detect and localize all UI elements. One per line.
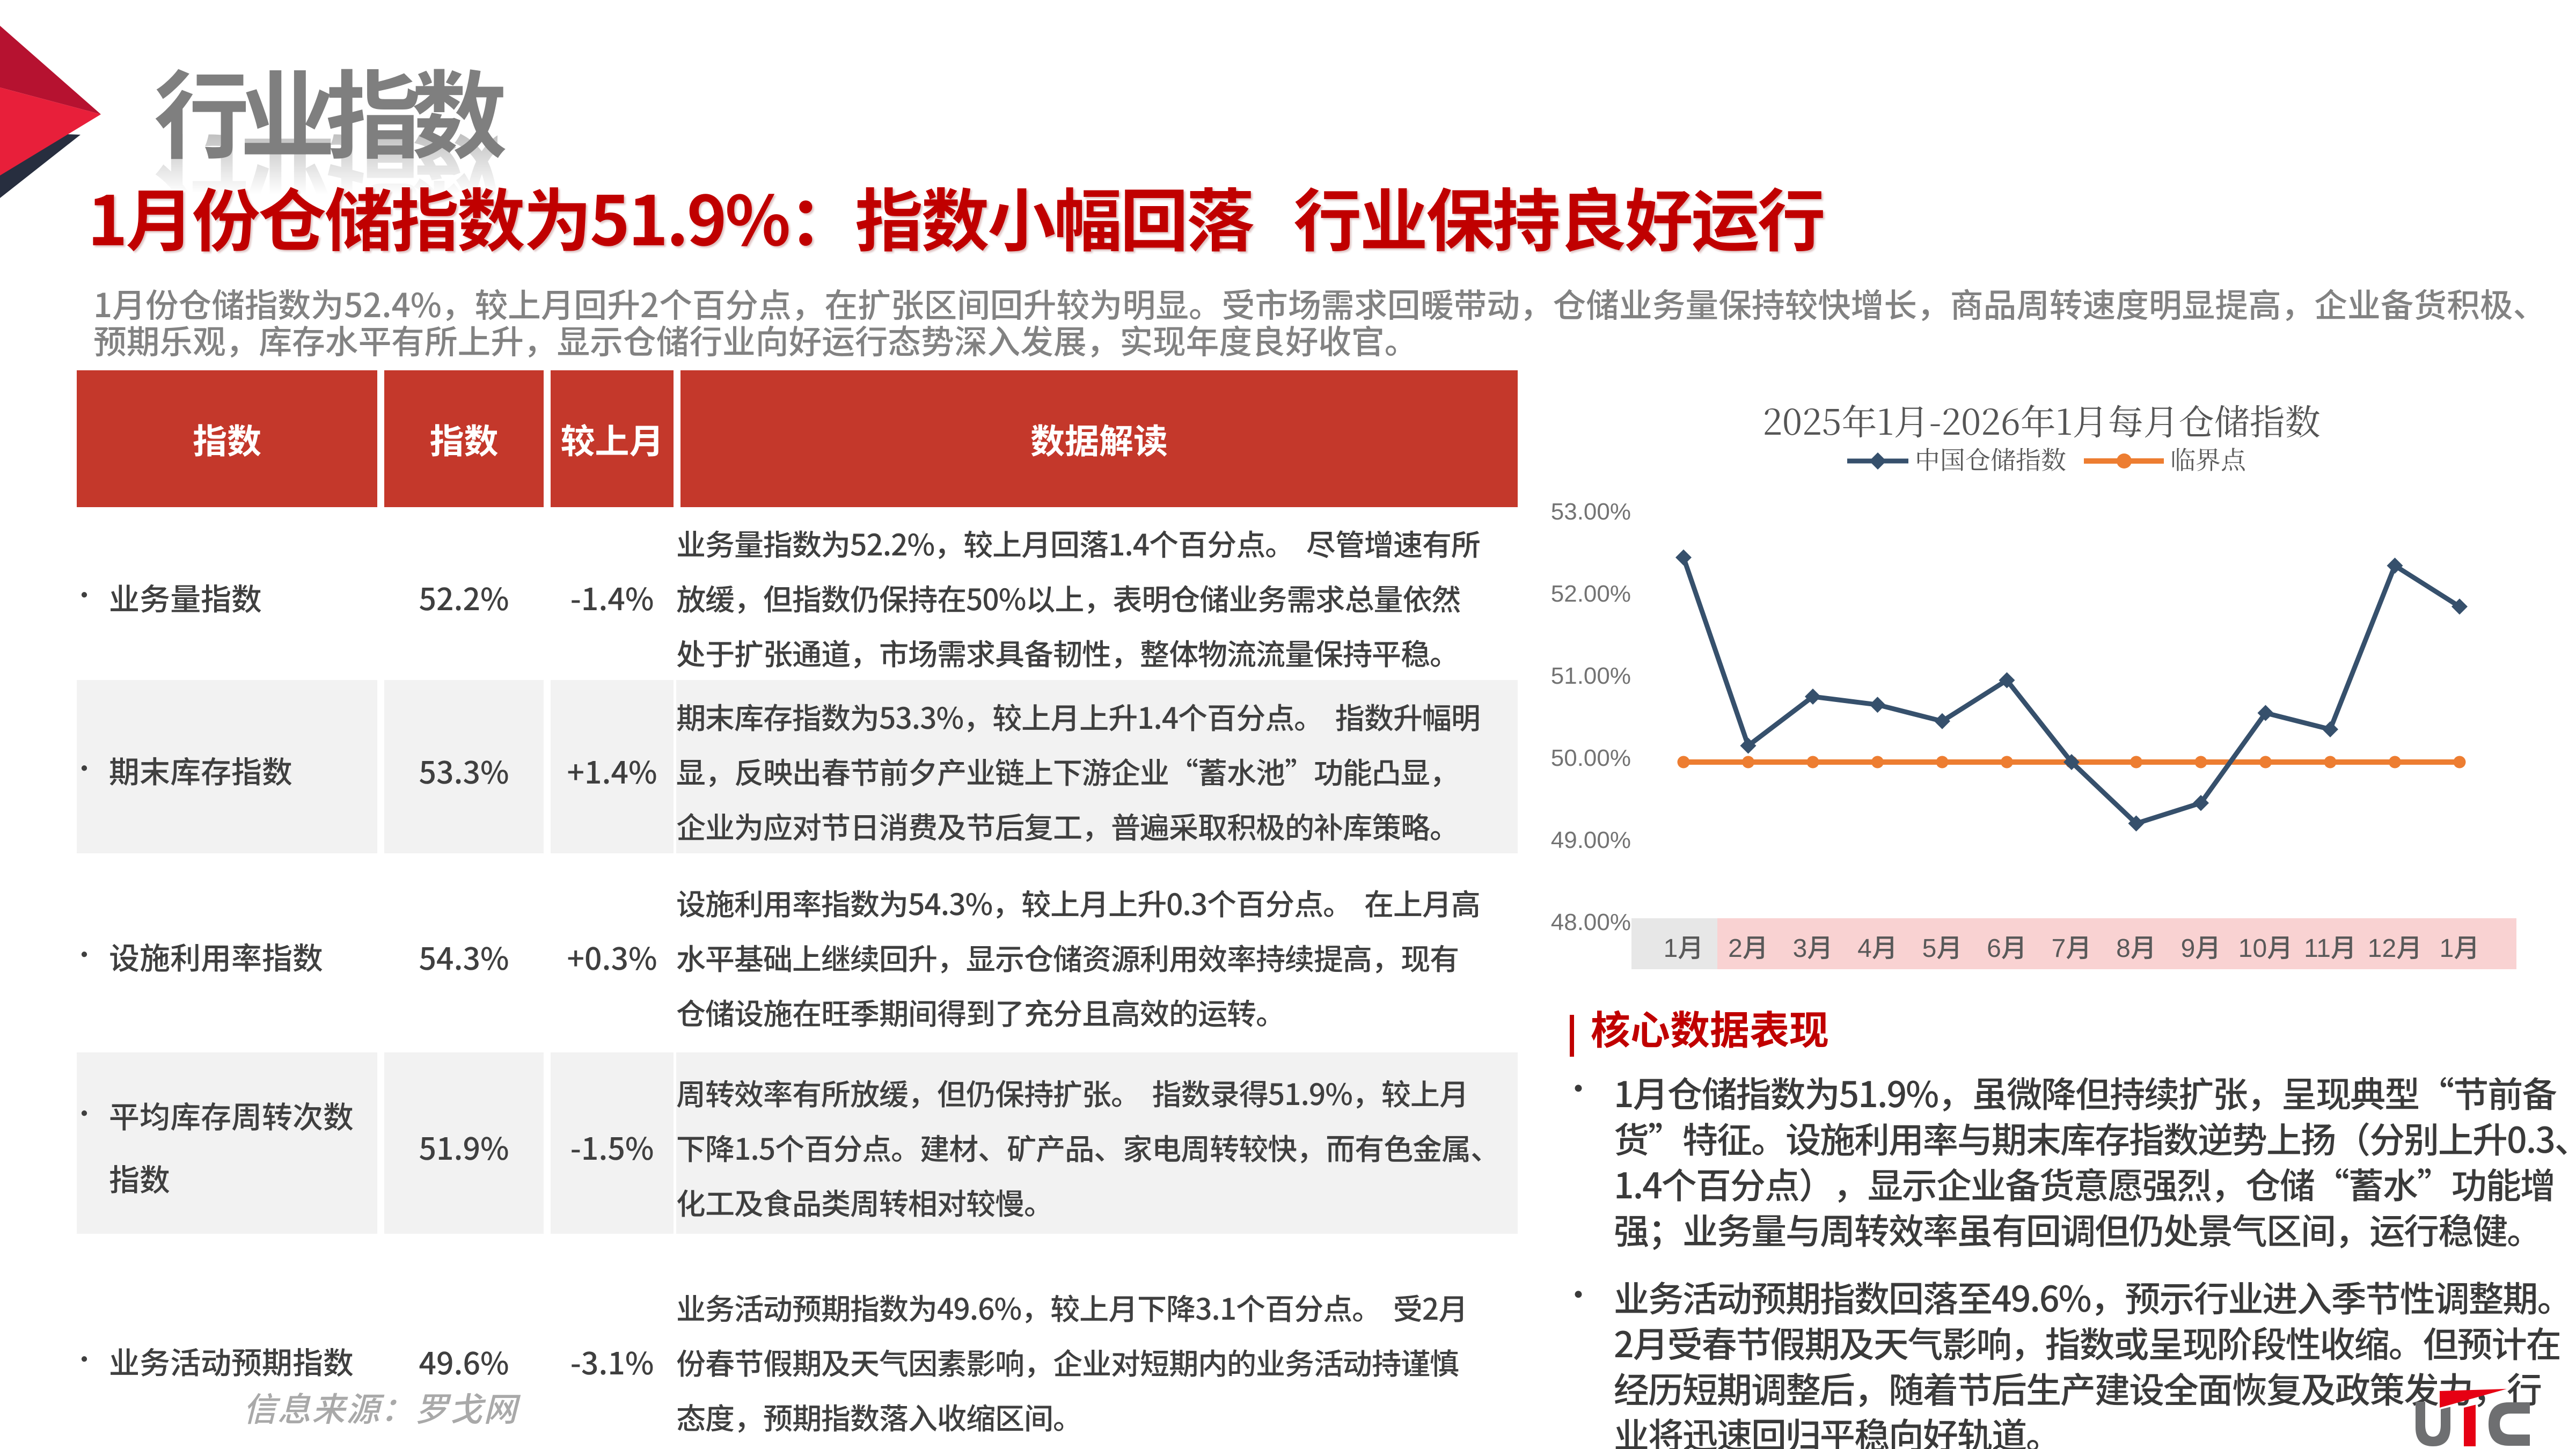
svg-text:中国仓储指数: 中国仓储指数 — [1915, 441, 2066, 477]
svg-text:49.00%: 49.00% — [1551, 827, 1631, 853]
svg-text:6月: 6月 — [1987, 934, 2027, 963]
svg-text:7月: 7月 — [2052, 934, 2092, 963]
svg-text:11月: 11月 — [2304, 934, 2357, 963]
svg-text:12月: 12月 — [2368, 934, 2422, 963]
svg-text:1月: 1月 — [2440, 934, 2480, 963]
svg-text:10月: 10月 — [2238, 934, 2293, 963]
svg-text:2月: 2月 — [1728, 934, 1768, 963]
svg-text:1月: 1月 — [1664, 934, 1704, 963]
svg-text:4月: 4月 — [1857, 934, 1898, 963]
svg-text:8月: 8月 — [2116, 934, 2156, 963]
svg-text:48.00%: 48.00% — [1551, 909, 1631, 935]
svg-text:52.00%: 52.00% — [1551, 581, 1631, 607]
svg-text:2025年1月-2026年1月每月仓储指数: 2025年1月-2026年1月每月仓储指数 — [1762, 394, 2321, 445]
svg-text:临界点: 临界点 — [2170, 441, 2246, 477]
svg-text:53.00%: 53.00% — [1551, 499, 1631, 525]
svg-text:5月: 5月 — [1922, 934, 1963, 963]
svg-text:9月: 9月 — [2181, 934, 2221, 963]
svg-text:50.00%: 50.00% — [1551, 745, 1631, 771]
svg-text:3月: 3月 — [1793, 934, 1833, 963]
svg-text:51.00%: 51.00% — [1551, 663, 1631, 689]
